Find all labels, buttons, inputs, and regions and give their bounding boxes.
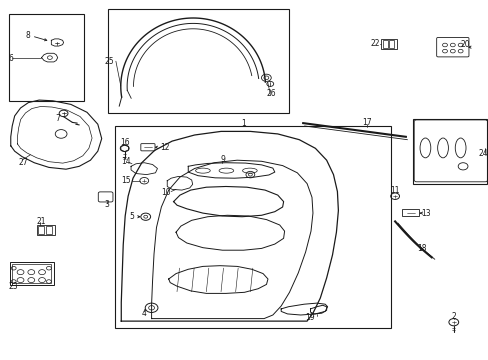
Text: 17: 17: [361, 118, 371, 127]
Text: 18: 18: [416, 244, 426, 253]
Text: 4: 4: [142, 309, 146, 318]
Text: 3: 3: [104, 200, 109, 209]
Text: 20: 20: [460, 40, 469, 49]
Text: 21: 21: [37, 217, 46, 226]
Bar: [9, 14, 84, 101]
Bar: [401, 209, 418, 216]
Bar: [37, 225, 55, 235]
Text: 23: 23: [9, 282, 19, 291]
Text: 12: 12: [160, 143, 169, 152]
Bar: [381, 39, 396, 49]
Text: 27: 27: [19, 158, 28, 167]
Text: 16: 16: [120, 138, 129, 147]
Bar: [10, 262, 54, 285]
Text: 15: 15: [121, 176, 131, 185]
Text: 14: 14: [121, 157, 131, 166]
Bar: [382, 40, 387, 48]
Bar: [388, 40, 393, 48]
Text: 1: 1: [241, 118, 245, 127]
Text: 9: 9: [220, 154, 224, 163]
Bar: [46, 226, 52, 234]
Bar: [12, 264, 51, 283]
Text: 7: 7: [55, 114, 60, 123]
Bar: [412, 119, 486, 184]
Text: 8: 8: [26, 31, 31, 40]
Text: 10: 10: [161, 188, 171, 197]
Bar: [115, 126, 390, 328]
Text: 11: 11: [389, 186, 399, 195]
Text: 5: 5: [129, 212, 134, 221]
Bar: [38, 226, 44, 234]
Text: 13: 13: [421, 209, 430, 217]
Text: 2: 2: [450, 312, 455, 321]
Text: 19: 19: [305, 313, 315, 322]
Text: 6: 6: [9, 54, 14, 63]
Bar: [107, 9, 288, 113]
Text: 25: 25: [104, 57, 114, 66]
Text: 22: 22: [370, 40, 380, 49]
Text: 24: 24: [477, 149, 487, 158]
Text: 26: 26: [266, 89, 276, 98]
